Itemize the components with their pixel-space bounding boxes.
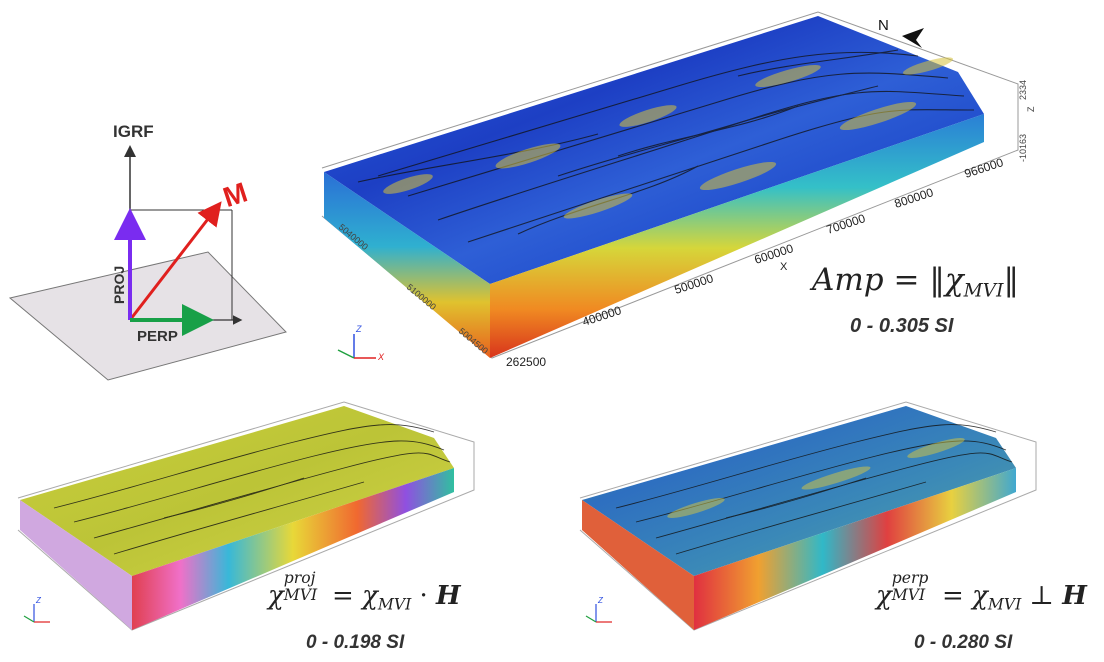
- x-axis-tick: 262500: [506, 355, 546, 369]
- end-side: [582, 500, 694, 630]
- xyz-triad: Z: [585, 596, 612, 623]
- speckle-texture: [667, 438, 965, 518]
- x-axis-tick: 600000: [753, 241, 796, 267]
- z-axis-title: Z: [1026, 106, 1036, 112]
- m-label: M: [219, 176, 251, 213]
- fault-lineaments: [615, 424, 1013, 555]
- triad-x-label: X: [377, 352, 385, 362]
- amp-range: 0 - 0.305 SI: [850, 315, 954, 337]
- xyz-triad: Z X: [337, 324, 385, 362]
- xyz-triad: Z: [23, 596, 50, 623]
- proj-label: PROJ: [111, 266, 127, 304]
- amp-block-view: N 2334 -10163 Z 262500 400000 500000 600…: [321, 11, 1036, 369]
- north-label: N: [878, 17, 889, 34]
- speckle-texture: [383, 57, 954, 219]
- m-vector: [128, 201, 222, 321]
- perp-block-view: Z: [579, 401, 1037, 631]
- perp-formula: χ perp MVI = χMVI ⊥ H: [876, 568, 1087, 614]
- triad-z-label: Z: [597, 596, 604, 605]
- x-axis-tick: 966000: [963, 155, 1006, 181]
- perp-label: PERP: [137, 328, 178, 345]
- front-side: [694, 468, 1016, 630]
- x-axis-tick: 700000: [825, 211, 868, 237]
- horizontal-plane: [8, 251, 287, 381]
- front-side: [490, 114, 984, 358]
- vector-diagram: IGRF M PROJ PERP: [8, 122, 287, 381]
- proj-formula: χ proj MVI = χMVI · H: [268, 568, 461, 614]
- triad-z-label: Z: [35, 596, 42, 605]
- bounding-box: [579, 401, 1037, 631]
- triad-z-label: Z: [355, 324, 362, 334]
- x-axis-title: X: [780, 261, 788, 273]
- fault-lineaments: [53, 424, 451, 555]
- x-axis-tick: 800000: [893, 185, 936, 211]
- z-axis-tick: -10163: [1018, 134, 1028, 162]
- perp-range: 0 - 0.280 SI: [914, 632, 1013, 653]
- z-axis-tick: 2334: [1018, 80, 1028, 100]
- proj-block-view: Z: [17, 401, 475, 631]
- amp-formula: Amp = ‖χMVI‖: [812, 262, 1019, 302]
- bounding-box: [17, 401, 475, 631]
- north-arrow-icon: [902, 28, 924, 48]
- front-side: [132, 468, 454, 630]
- end-side: [324, 172, 490, 358]
- end-side: [20, 500, 132, 630]
- proj-range: 0 - 0.198 SI: [306, 632, 405, 653]
- igrf-label: IGRF: [113, 122, 154, 141]
